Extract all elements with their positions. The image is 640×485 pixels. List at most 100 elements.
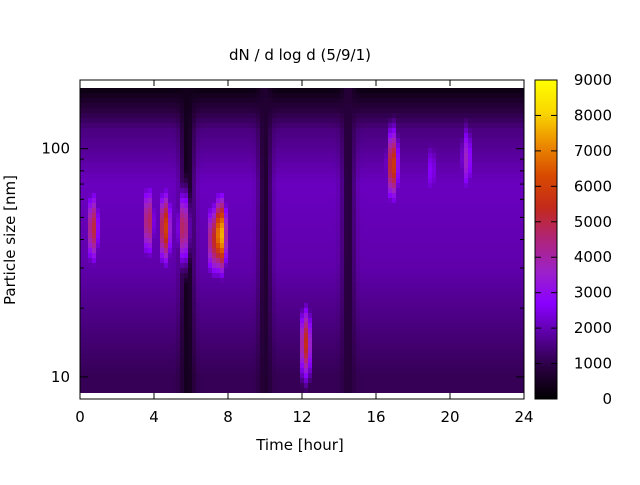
heatmap-cell <box>364 258 369 264</box>
heatmap-cell <box>380 368 385 374</box>
heatmap-cell <box>152 93 157 99</box>
heatmap-cell <box>140 313 145 319</box>
heatmap-cell <box>168 348 173 354</box>
heatmap-cell <box>240 288 245 294</box>
heatmap-cell <box>144 123 149 129</box>
heatmap-cell <box>376 108 381 114</box>
heatmap-cell <box>136 213 141 219</box>
heatmap-cell <box>172 243 177 249</box>
heatmap-cell <box>184 138 189 144</box>
heatmap-cell <box>272 218 277 224</box>
heatmap-cell <box>236 368 241 374</box>
heatmap-cell <box>352 343 357 349</box>
heatmap-cell <box>300 128 305 134</box>
heatmap-cell <box>224 168 229 174</box>
heatmap-cell <box>84 243 89 249</box>
heatmap-cell <box>236 198 241 204</box>
heatmap-cell <box>404 118 409 124</box>
heatmap-cell <box>108 263 113 269</box>
heatmap-cell <box>328 358 333 364</box>
heatmap-cell <box>244 328 249 334</box>
heatmap-cell <box>128 108 133 114</box>
heatmap-cell <box>372 153 377 159</box>
heatmap-cell <box>392 98 397 104</box>
heatmap-cell <box>324 188 329 194</box>
heatmap-cell <box>160 328 165 334</box>
heatmap-cell <box>236 183 241 189</box>
heatmap-cell <box>176 328 181 334</box>
heatmap-cell <box>112 188 117 194</box>
heatmap-cell <box>116 318 121 324</box>
heatmap-cell <box>92 88 97 94</box>
heatmap-cell <box>200 128 205 134</box>
heatmap-cell <box>152 153 157 159</box>
heatmap-cell <box>304 323 309 329</box>
heatmap-cell <box>112 288 117 294</box>
heatmap-cell <box>256 143 261 149</box>
heatmap-cell <box>124 278 129 284</box>
heatmap-cell <box>260 313 265 319</box>
heatmap-cell <box>384 383 389 389</box>
heatmap-cell <box>104 253 109 259</box>
heatmap-cell <box>220 158 225 164</box>
heatmap-cell <box>192 198 197 204</box>
heatmap-cell <box>112 183 117 189</box>
heatmap-cell <box>112 148 117 154</box>
heatmap-cell <box>396 213 401 219</box>
heatmap-cell <box>388 93 393 99</box>
heatmap-cell <box>136 93 141 99</box>
heatmap-cell <box>140 133 145 139</box>
heatmap-cell <box>300 338 305 344</box>
heatmap-cell <box>264 243 269 249</box>
heatmap-cell <box>132 313 137 319</box>
heatmap-cell <box>128 338 133 344</box>
heatmap-cell <box>176 388 181 393</box>
heatmap-cell <box>252 183 257 189</box>
heatmap-cell <box>88 368 93 374</box>
heatmap-cell <box>304 163 309 169</box>
heatmap-cell <box>268 343 273 349</box>
heatmap-cell <box>292 348 297 354</box>
heatmap-cell <box>92 238 97 244</box>
heatmap-cell <box>224 263 229 269</box>
heatmap-cell <box>284 258 289 264</box>
heatmap-cell <box>328 283 333 289</box>
heatmap-cell <box>404 223 409 229</box>
heatmap-cell <box>324 178 329 184</box>
heatmap-cell <box>216 93 221 99</box>
heatmap-cell <box>404 203 409 209</box>
heatmap-cell <box>276 368 281 374</box>
heatmap-cell <box>348 288 353 294</box>
heatmap-cell <box>400 253 405 259</box>
heatmap-cell <box>372 128 377 134</box>
heatmap-cell <box>252 173 257 179</box>
heatmap-cell <box>156 383 161 389</box>
heatmap-cell <box>216 363 221 369</box>
heatmap-cell <box>152 193 157 199</box>
heatmap-cell <box>288 293 293 299</box>
heatmap-cell <box>236 88 241 94</box>
heatmap-cell <box>260 268 265 274</box>
heatmap-cell <box>188 223 193 229</box>
heatmap-cell <box>264 263 269 269</box>
heatmap-cell <box>300 313 305 319</box>
heatmap-cell <box>160 138 165 144</box>
heatmap-cell <box>164 318 169 324</box>
heatmap-cell <box>148 98 153 104</box>
heatmap-cell <box>256 163 261 169</box>
heatmap-cell <box>240 103 245 109</box>
heatmap-cell <box>100 283 105 289</box>
heatmap-cell <box>388 218 393 224</box>
heatmap-cell <box>348 208 353 214</box>
heatmap-cell <box>120 308 125 314</box>
heatmap-cell <box>116 223 121 229</box>
heatmap-cell <box>108 183 113 189</box>
heatmap-cell <box>152 148 157 154</box>
heatmap-cell <box>216 188 221 194</box>
heatmap-cell <box>340 243 345 249</box>
heatmap-cell <box>132 233 137 239</box>
heatmap-cell <box>256 188 261 194</box>
heatmap-cell <box>348 168 353 174</box>
heatmap-cell <box>348 198 353 204</box>
heatmap-cell <box>204 358 209 364</box>
